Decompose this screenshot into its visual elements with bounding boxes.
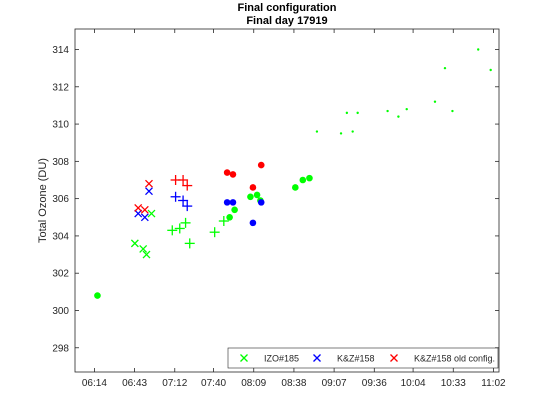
x-tick-label: 06:14 bbox=[82, 378, 107, 389]
data-point-x bbox=[140, 213, 149, 222]
legend-label: K&Z#158 old config. bbox=[414, 354, 495, 364]
data-point-x bbox=[147, 209, 156, 218]
data-point-dot bbox=[247, 193, 254, 201]
x-tick-label: 07:12 bbox=[162, 378, 187, 389]
y-axis-label: Total Ozone (DU) bbox=[37, 158, 49, 243]
data-point-small-dot bbox=[356, 111, 359, 115]
data-point-plus bbox=[174, 223, 185, 234]
data-point-x bbox=[390, 354, 398, 362]
data-point-x bbox=[142, 250, 151, 259]
data-point-x bbox=[130, 239, 139, 248]
data-point-plus bbox=[218, 216, 229, 227]
data-point-x bbox=[145, 179, 153, 188]
data-point-small-dot bbox=[405, 107, 408, 111]
legend-label: K&Z#158 bbox=[337, 354, 375, 364]
data-point-small-dot bbox=[451, 109, 454, 113]
data-point-plus bbox=[184, 238, 195, 249]
y-tick-label: 300 bbox=[52, 306, 69, 317]
y-tick-label: 302 bbox=[52, 269, 69, 280]
data-point-x bbox=[140, 205, 149, 214]
data-point-x bbox=[145, 187, 153, 196]
chart-title: Final configuration bbox=[237, 2, 337, 14]
data-point-plus bbox=[182, 201, 193, 212]
data-point-dot bbox=[306, 174, 313, 182]
y-tick-label: 298 bbox=[52, 343, 69, 354]
data-point-dot bbox=[253, 191, 261, 199]
data-point-plus bbox=[182, 180, 193, 191]
data-point-x bbox=[240, 354, 248, 362]
data-point-dot bbox=[226, 213, 233, 221]
data-point-small-dot bbox=[433, 100, 437, 103]
x-tick-label: 07:40 bbox=[201, 378, 226, 389]
axes-box bbox=[74, 28, 500, 373]
legend-box bbox=[227, 347, 499, 369]
data-point-dot bbox=[223, 199, 231, 206]
data-point-plus bbox=[178, 174, 189, 185]
x-tick-label: 08:38 bbox=[281, 378, 306, 389]
x-tick-label: 11:02 bbox=[481, 378, 506, 389]
data-point-dot bbox=[229, 199, 237, 206]
data-point-dot bbox=[231, 206, 238, 214]
data-point-small-dot bbox=[345, 111, 349, 115]
x-tick-label: 10:04 bbox=[401, 378, 426, 389]
data-point-plus bbox=[209, 227, 220, 238]
data-point-plus bbox=[170, 191, 181, 202]
x-tick-label: 09:07 bbox=[322, 378, 347, 389]
data-point-plus bbox=[167, 225, 178, 236]
data-point-dot bbox=[94, 292, 101, 299]
data-point-small-dot bbox=[489, 68, 492, 72]
data-point-plus bbox=[178, 195, 189, 206]
chart-subtitle: Final day 17919 bbox=[246, 15, 328, 27]
data-point-dot bbox=[257, 199, 265, 206]
data-point-dot bbox=[249, 184, 257, 191]
data-point-small-dot bbox=[443, 66, 447, 70]
data-point-dot bbox=[229, 171, 237, 178]
data-point-small-dot bbox=[315, 130, 319, 133]
data-point-small-dot bbox=[477, 48, 480, 51]
data-point-x bbox=[139, 245, 148, 253]
y-tick-label: 308 bbox=[52, 157, 69, 168]
y-tick-label: 304 bbox=[52, 231, 69, 242]
data-point-dot bbox=[257, 161, 265, 169]
x-tick-label: 08:09 bbox=[241, 378, 266, 389]
data-point-dot bbox=[292, 184, 299, 191]
data-point-x bbox=[134, 209, 143, 218]
y-tick-label: 306 bbox=[52, 194, 69, 205]
data-point-dot bbox=[299, 176, 307, 184]
data-point-dot bbox=[223, 169, 231, 176]
x-tick-label: 10:33 bbox=[441, 378, 466, 389]
data-point-x bbox=[134, 203, 143, 212]
data-point-small-dot bbox=[351, 130, 354, 133]
data-point-small-dot bbox=[339, 132, 343, 135]
legend-label: IZO#185 bbox=[264, 354, 299, 364]
y-tick-label: 314 bbox=[52, 45, 69, 56]
y-tick-label: 312 bbox=[52, 82, 69, 93]
x-tick-label: 06:43 bbox=[122, 378, 147, 389]
data-point-x bbox=[313, 354, 321, 362]
data-point-dot bbox=[249, 219, 257, 227]
x-tick-label: 09:36 bbox=[362, 378, 387, 389]
data-point-small-dot bbox=[386, 109, 389, 113]
data-point-plus bbox=[180, 217, 191, 228]
data-point-small-dot bbox=[397, 115, 400, 118]
y-tick-label: 310 bbox=[52, 120, 69, 131]
